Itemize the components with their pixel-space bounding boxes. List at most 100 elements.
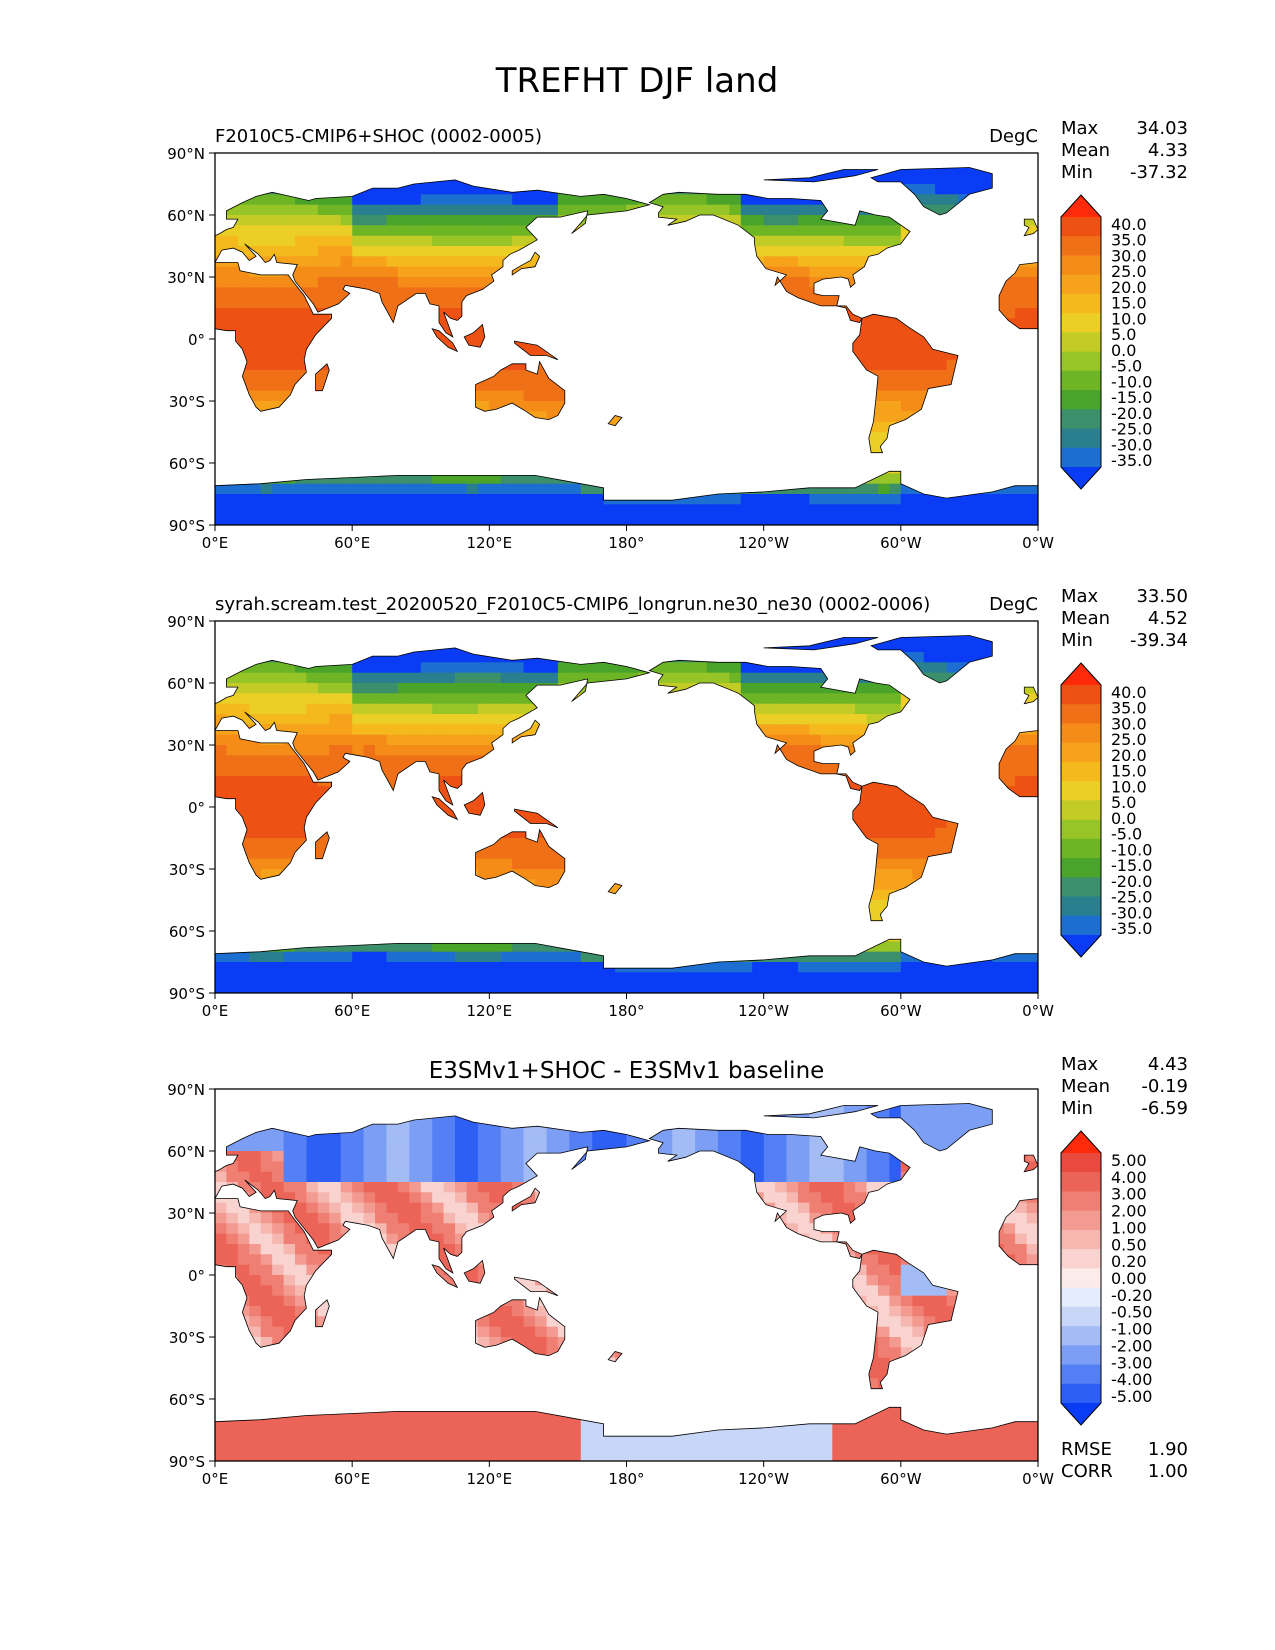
- field-cell: [443, 683, 456, 694]
- field-cell: [317, 318, 330, 330]
- field-cell: [695, 672, 708, 684]
- field-cell: [843, 494, 856, 505]
- field-cell: [272, 869, 285, 880]
- field-cell: [237, 776, 250, 787]
- field-cell: [798, 215, 811, 226]
- field-cell: [375, 194, 388, 206]
- field-cell: [260, 287, 273, 299]
- field-cell: [329, 703, 342, 715]
- field-cell: [215, 514, 228, 525]
- ytick-label: 0°: [188, 331, 205, 349]
- field-cell: [249, 328, 262, 340]
- field-cell: [295, 807, 308, 818]
- field-cell: [935, 635, 948, 643]
- field-cell: [889, 838, 902, 849]
- field-cell: [809, 504, 822, 516]
- field-cell: [443, 807, 456, 818]
- field-cell: [226, 287, 239, 299]
- field-cell: [443, 215, 456, 226]
- field-cell: [409, 693, 422, 705]
- field-cell: [295, 359, 308, 371]
- field-cell: [843, 514, 856, 525]
- field-cell: [729, 494, 742, 505]
- field-cell: [683, 662, 696, 674]
- field-cell: [260, 817, 273, 829]
- field-cell: [786, 256, 799, 268]
- field-cell: [272, 714, 285, 725]
- field-cell: [763, 204, 776, 216]
- field-cell: [352, 745, 365, 756]
- field-cell: [466, 807, 479, 818]
- field-cell: [1003, 277, 1016, 288]
- field-cell: [820, 246, 833, 257]
- field-cell: [1015, 504, 1028, 516]
- colorbar: 40.035.030.025.020.015.010.05.00.0-5.0-1…: [1060, 194, 1152, 490]
- field-cell: [1015, 308, 1028, 319]
- colorbar-tick-label: 5.0: [1111, 325, 1136, 344]
- field-cell: [340, 204, 353, 216]
- field-cell: [923, 838, 936, 849]
- field-cell: [260, 359, 273, 371]
- field-cell: [283, 807, 296, 818]
- field-cell: [535, 848, 548, 860]
- field-cell: [717, 514, 730, 525]
- field-cell: [878, 359, 891, 371]
- field-cell: [306, 776, 319, 787]
- field-cell: [878, 473, 891, 485]
- field-cell: [409, 941, 422, 953]
- field-cell: [352, 734, 365, 746]
- field-cell: [260, 328, 273, 340]
- field-cell: [912, 827, 925, 839]
- field-cell: [866, 328, 879, 340]
- field-cell: [386, 204, 399, 216]
- field-cell: [306, 287, 319, 299]
- field-cell: [363, 235, 376, 247]
- field-cell: [420, 662, 433, 674]
- field-cell: [260, 235, 273, 247]
- field-cell: [535, 380, 548, 392]
- field-cell: [523, 941, 536, 953]
- field-cell: [809, 215, 822, 226]
- coastline-australia: [475, 360, 566, 421]
- field-cell: [283, 693, 296, 705]
- field-cell: [512, 339, 525, 350]
- field-cell: [249, 765, 262, 777]
- field-cell: [432, 235, 445, 247]
- field-cell: [249, 827, 262, 839]
- field-cell: [1015, 755, 1028, 767]
- field-cell: [340, 225, 353, 237]
- field-cell: [306, 235, 319, 247]
- colorbar-segment: [1061, 293, 1101, 314]
- field-cell: [432, 683, 445, 694]
- field-cell: [352, 266, 365, 278]
- field-cell: [477, 652, 490, 663]
- stat-label-max: Max: [1061, 586, 1099, 607]
- field-cell: [729, 672, 742, 684]
- field-cell: [249, 349, 262, 361]
- field-cell: [809, 693, 822, 705]
- field-cell: [1026, 277, 1038, 288]
- field-cell: [272, 277, 285, 288]
- field-cell: [249, 287, 262, 299]
- field-cell: [443, 328, 456, 340]
- field-cell: [889, 390, 902, 402]
- field-cell: [523, 848, 536, 860]
- field-cell: [420, 266, 433, 278]
- field-cell: [340, 504, 353, 516]
- field-cell: [889, 318, 902, 330]
- field-cell: [443, 256, 456, 268]
- field-cell: [260, 827, 273, 839]
- field-cell: [546, 401, 559, 412]
- field-cell: [946, 167, 959, 175]
- field-cell: [260, 370, 273, 381]
- field-cell: [512, 359, 525, 371]
- field-cell: [889, 401, 902, 412]
- field-cell: [786, 215, 799, 226]
- field-cell: [329, 235, 342, 247]
- field-cell: [878, 390, 891, 402]
- field-cell: [455, 724, 468, 736]
- field-cell: [249, 807, 262, 818]
- field-cell: [763, 703, 776, 715]
- field-cell: [866, 432, 879, 443]
- field-cell: [466, 287, 479, 299]
